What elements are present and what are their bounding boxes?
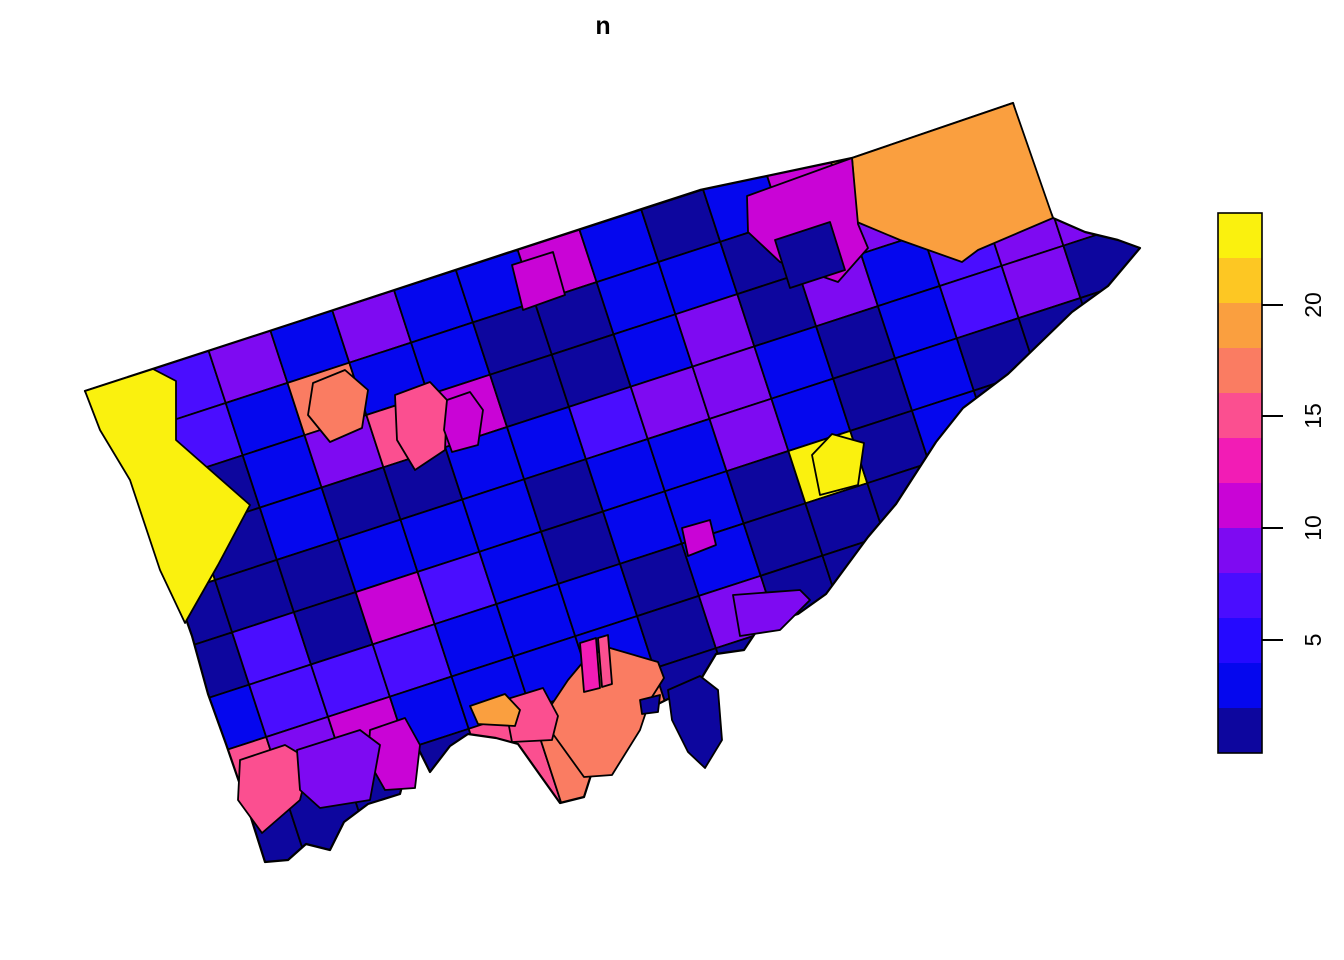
legend-color-block [1218, 258, 1262, 304]
legend-color-block [1218, 483, 1262, 529]
region-west-humber-clairville [84, 368, 251, 624]
map-cell [1007, 474, 1088, 549]
legend-tick-label: 20 [1300, 292, 1326, 318]
region-ne-navy-notch [774, 221, 846, 289]
map-cell [883, 514, 965, 589]
map-cell [1045, 147, 1140, 247]
map-cell [776, 607, 875, 734]
legend-color-block [1218, 213, 1262, 259]
legend-color-block [1218, 393, 1262, 439]
map-cell [1068, 453, 1140, 529]
region-downtown-hotpink [503, 687, 559, 743]
region-pink-strip-1 [579, 637, 601, 693]
region-west-magenta [443, 391, 484, 453]
map-cell [1085, 506, 1140, 633]
region-mid-magenta-small [681, 519, 717, 557]
legend-color-block [1218, 528, 1262, 574]
legend-color-block [1218, 663, 1262, 709]
map-cell [928, 441, 1009, 517]
map-cell [962, 546, 1060, 674]
map-cell [715, 627, 813, 754]
color-legend: 20 15 10 5 [1217, 212, 1326, 754]
region-downtown-orange [469, 693, 521, 727]
map-cell [1062, 199, 1140, 299]
region-toronto-island-2 [639, 694, 661, 715]
region-east-yellow-pentagon [811, 433, 865, 496]
map-cell [1130, 408, 1140, 509]
region-west-salmon [307, 369, 369, 443]
map-cell [900, 566, 999, 694]
legend-color-block [1218, 618, 1262, 664]
map-cell [838, 586, 937, 714]
chart-title: n [595, 12, 610, 40]
region-beaches-violet [732, 589, 811, 637]
map-cell [1011, 103, 1140, 143]
region-south-etobicoke-purple [296, 729, 381, 809]
legend-color-block [1218, 708, 1262, 754]
map-regions [84, 102, 1054, 834]
legend-color-block [1218, 348, 1262, 394]
map-cell [405, 727, 504, 855]
region-pink-strip-2 [597, 634, 613, 688]
map-cell [1051, 401, 1133, 476]
legend-color-block [1218, 573, 1262, 619]
map-cell [1034, 349, 1116, 424]
legend-tick-label: 10 [1300, 515, 1326, 541]
legend-color-block [1218, 438, 1262, 484]
region-new-toronto-pink [237, 744, 311, 834]
region-west-hotpink [394, 381, 448, 471]
region-toronto-island-1 [667, 675, 723, 769]
map-cell [1028, 103, 1140, 195]
region-rouge-orange [851, 102, 1054, 263]
map-cell [945, 494, 1026, 569]
legend-border [1217, 212, 1263, 754]
legend-tick-label: 15 [1300, 403, 1326, 429]
map-cell [1024, 526, 1122, 653]
region-downtown-salmon [547, 647, 665, 778]
map-cell [990, 421, 1071, 497]
legend-color-block [1218, 303, 1262, 349]
region-north-magenta-square [511, 251, 566, 311]
legend-tick-label: 5 [1300, 634, 1326, 647]
